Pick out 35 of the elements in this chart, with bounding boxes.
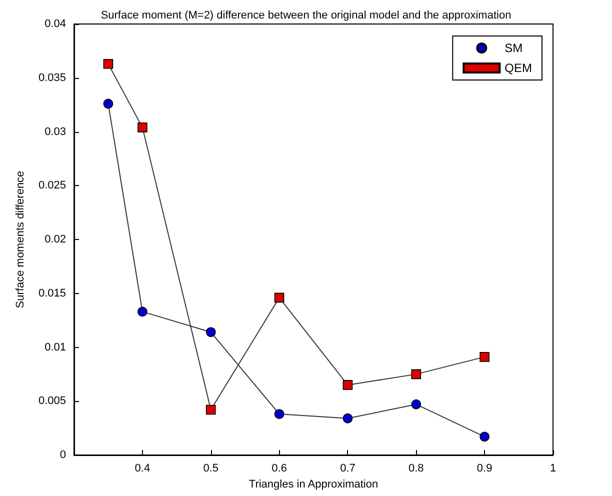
y-tick-label: 0.01	[44, 341, 66, 354]
point	[274, 409, 284, 419]
y-axis-title: Surface moments difference	[14, 170, 26, 308]
point	[411, 369, 422, 380]
x-tick-label: 0.8	[408, 462, 424, 474]
x-tick-label: 0.4	[134, 462, 150, 474]
x-tick-label: 1	[550, 462, 556, 474]
x-tick-label: 0.6	[272, 462, 287, 474]
point	[274, 292, 284, 303]
point	[103, 98, 114, 109]
y-tick-label: 0.005	[38, 395, 66, 408]
y-tick-label: 0.04	[44, 18, 66, 30]
point	[138, 306, 148, 317]
y-tick-label: 0.025	[38, 180, 66, 192]
chart-title: Surface moment (M=2) difference between the original model and the approximation	[100, 10, 512, 22]
point	[138, 122, 148, 132]
y-tick-label: 0.035	[38, 72, 66, 84]
point	[342, 413, 353, 424]
point	[103, 58, 114, 69]
x-tick-label: 0.7	[340, 462, 356, 474]
y-tick-label: 0	[60, 449, 66, 461]
legend-label: SM	[504, 41, 523, 55]
y-tick-label: 0.03	[44, 126, 66, 138]
x-axis-title: Triangles in Approximation	[248, 478, 378, 490]
x-tick-label: 0.5	[203, 462, 219, 474]
point	[206, 327, 216, 338]
point	[206, 404, 216, 415]
x-tick-label: 0.9	[476, 462, 492, 474]
legend-label: QEM	[504, 61, 532, 75]
y-tick-label: 0.02	[44, 234, 66, 246]
y-tick-label: 0.015	[38, 287, 66, 300]
point	[480, 352, 490, 362]
point	[480, 432, 490, 442]
point	[411, 399, 422, 410]
point	[342, 380, 353, 390]
